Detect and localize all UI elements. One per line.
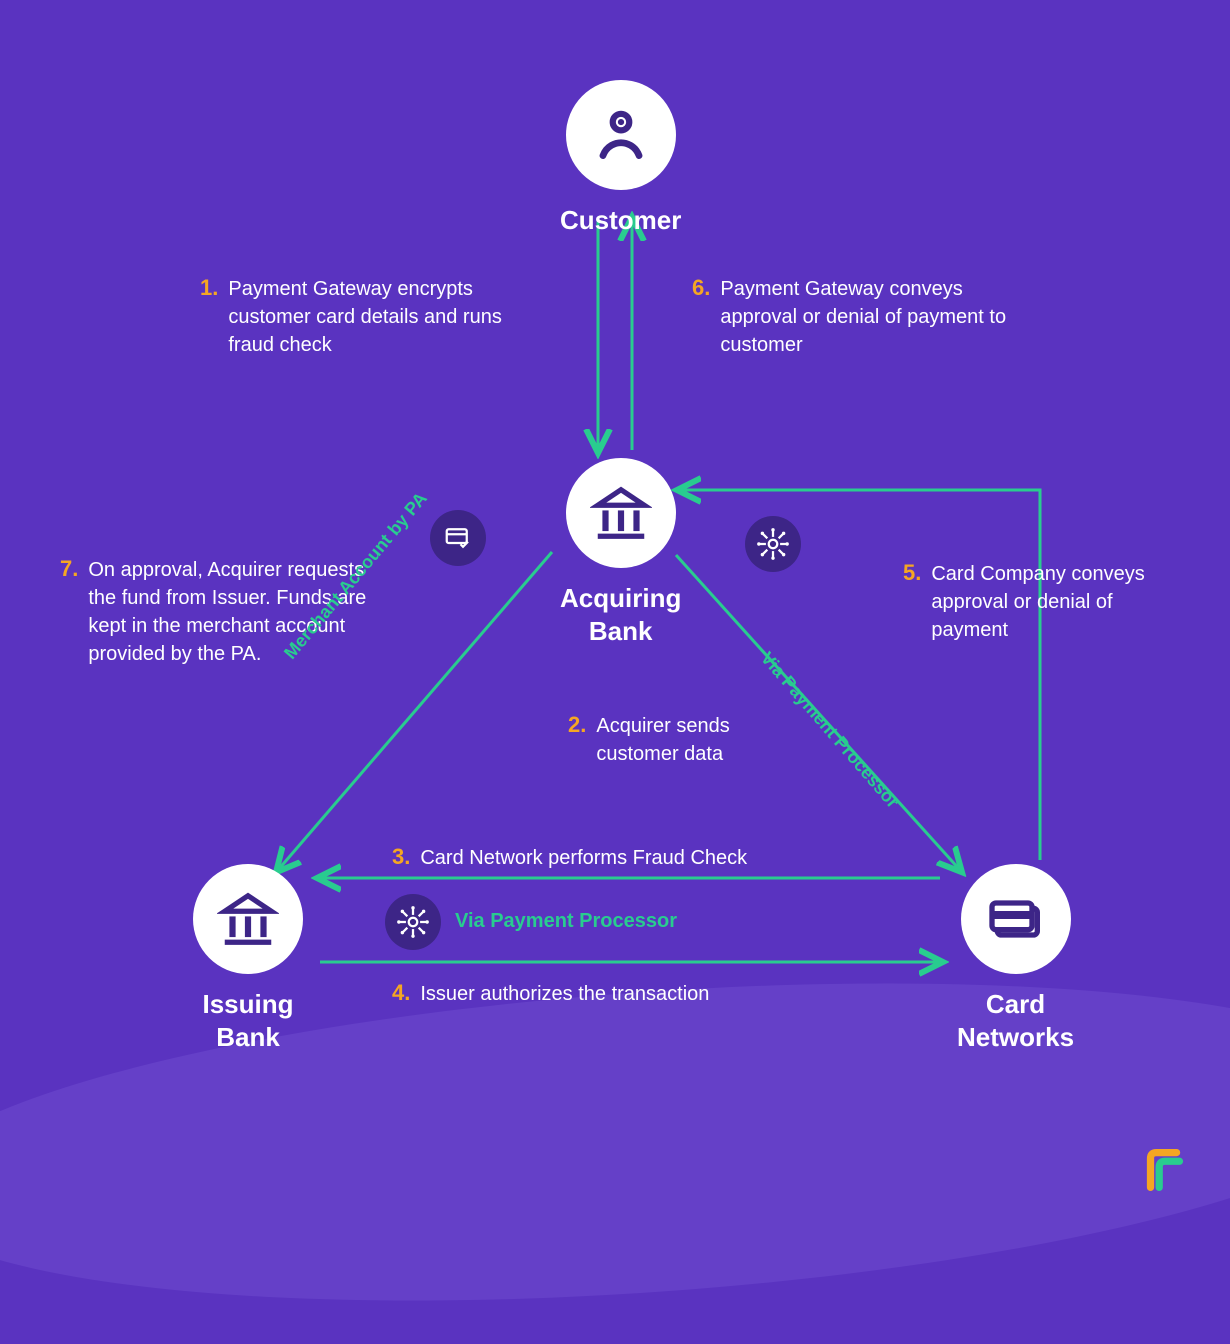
badge-processor-bottom (385, 894, 441, 950)
card-networks-label: Card Networks (957, 988, 1074, 1053)
brand-logo (1136, 1141, 1194, 1204)
step-1-number: 1. (200, 275, 218, 359)
issuing-bank-label: Issuing Bank (202, 988, 293, 1053)
card-check-icon (443, 523, 473, 553)
cards-icon (984, 887, 1048, 951)
acquiring-bank-circle (566, 458, 676, 568)
step-3: 3. Card Network performs Fraud Check (392, 844, 852, 872)
step-2: 2. Acquirer sends customer data (568, 712, 808, 768)
node-customer: Customer (560, 80, 681, 237)
customer-label: Customer (560, 204, 681, 237)
step-5: 5. Card Company conveys approval or deni… (903, 560, 1193, 644)
person-icon (590, 104, 652, 166)
processor-icon (756, 527, 790, 561)
step-3-text: Card Network performs Fraud Check (420, 844, 747, 872)
step-2-number: 2. (568, 712, 586, 768)
step-6: 6. Payment Gateway conveys approval or d… (692, 275, 1042, 359)
step-5-number: 5. (903, 560, 921, 644)
step-7-number: 7. (60, 556, 78, 668)
node-card-networks: Card Networks (957, 864, 1074, 1053)
step-4-number: 4. (392, 980, 410, 1008)
badge-processor-right (745, 516, 801, 572)
badge-card-check (430, 510, 486, 566)
logo-icon (1136, 1141, 1194, 1199)
step-1-text: Payment Gateway encrypts customer card d… (228, 275, 530, 359)
issuing-bank-circle (193, 864, 303, 974)
step-4: 4. Issuer authorizes the transaction (392, 980, 832, 1008)
bank-icon (217, 888, 279, 950)
step-6-text: Payment Gateway conveys approval or deni… (720, 275, 1042, 359)
node-acquiring-bank: Acquiring Bank (560, 458, 681, 647)
edge-label-via-pp-bottom: Via Payment Processor (455, 910, 677, 933)
customer-circle (566, 80, 676, 190)
acquiring-bank-label: Acquiring Bank (560, 582, 681, 647)
node-issuing-bank: Issuing Bank (193, 864, 303, 1053)
arrow-step5 (680, 490, 1040, 860)
processor-icon (396, 905, 430, 939)
card-networks-circle (961, 864, 1071, 974)
step-3-number: 3. (392, 844, 410, 872)
step-5-text: Card Company conveys approval or denial … (931, 560, 1193, 644)
step-2-text: Acquirer sends customer data (596, 712, 808, 768)
step-6-number: 6. (692, 275, 710, 359)
step-4-text: Issuer authorizes the transaction (420, 980, 709, 1008)
bank-icon (590, 482, 652, 544)
step-1: 1. Payment Gateway encrypts customer car… (200, 275, 530, 359)
